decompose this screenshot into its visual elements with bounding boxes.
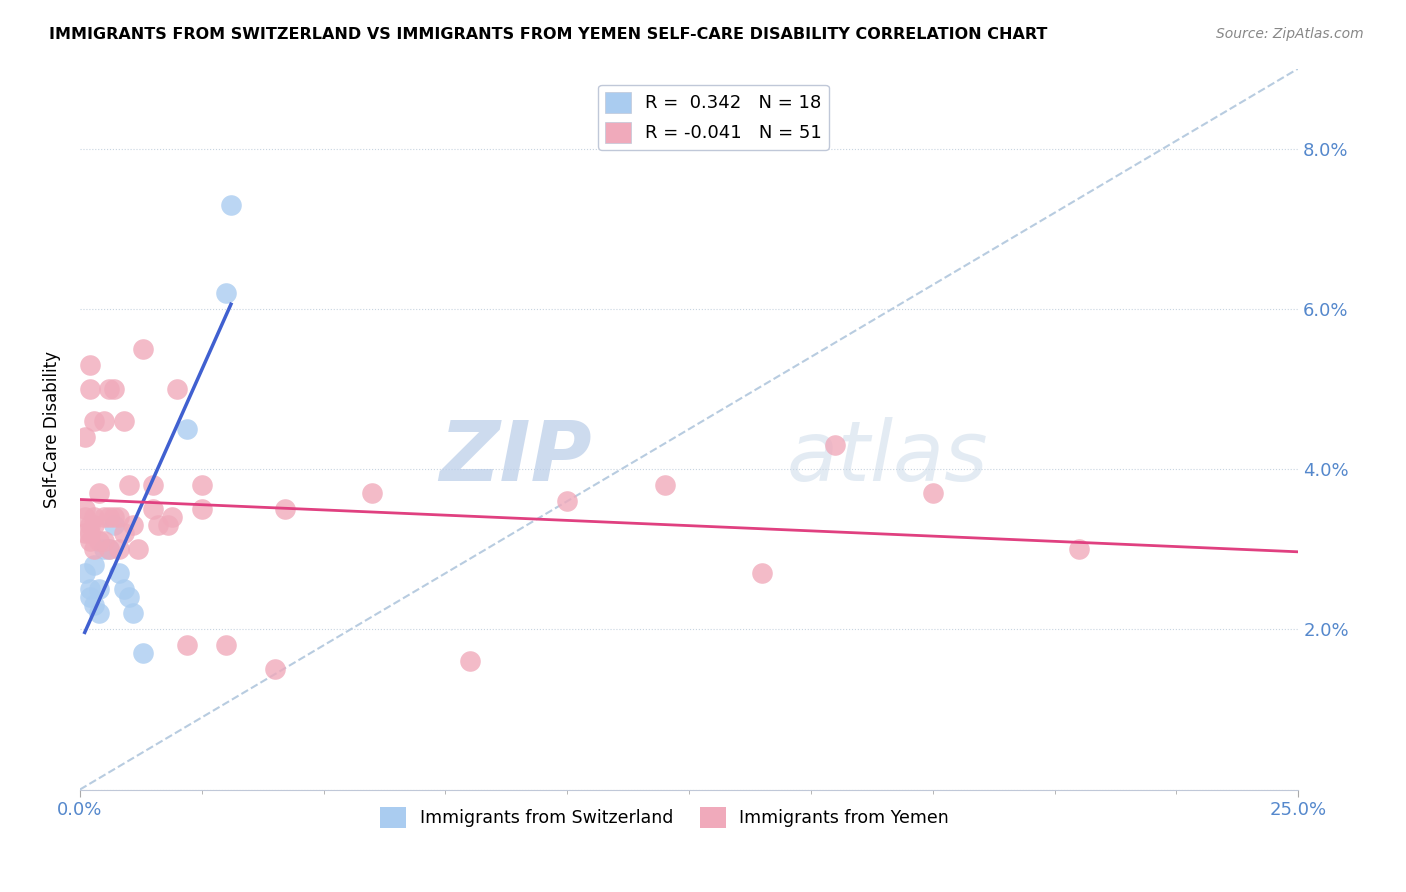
Point (122, 607, 145, 621)
Y-axis label: Self-Care Disability: Self-Care Disability (44, 351, 60, 508)
Point (79, 582, 101, 597)
Point (93, 542, 115, 557)
Point (142, 478, 165, 492)
Point (112, 414, 135, 428)
Point (108, 566, 131, 581)
Point (98, 542, 121, 557)
Point (654, 478, 676, 492)
Point (142, 502, 165, 516)
Point (79, 382, 101, 396)
Point (112, 526, 135, 541)
Point (103, 518, 125, 533)
Point (112, 582, 135, 597)
Point (921, 486, 943, 500)
Point (83, 510, 105, 524)
Point (117, 478, 139, 492)
Point (89, 534, 111, 549)
Point (156, 518, 179, 533)
Point (73, 502, 96, 516)
Text: ZIP: ZIP (439, 417, 592, 499)
Point (79, 526, 101, 541)
Point (73, 566, 96, 581)
Point (555, 494, 578, 508)
Point (458, 654, 481, 668)
Point (751, 566, 773, 581)
Point (73, 430, 96, 444)
Point (93, 414, 115, 428)
Point (79, 518, 101, 533)
Point (83, 414, 105, 428)
Text: IMMIGRANTS FROM SWITZERLAND VS IMMIGRANTS FROM YEMEN SELF-CARE DISABILITY CORREL: IMMIGRANTS FROM SWITZERLAND VS IMMIGRANT… (49, 27, 1047, 42)
Point (93, 534, 115, 549)
Point (162, 510, 184, 524)
Point (108, 542, 131, 557)
Point (98, 542, 121, 557)
Point (176, 638, 198, 652)
Point (73, 526, 96, 541)
Point (79, 591, 101, 605)
Point (166, 382, 188, 396)
Point (93, 510, 115, 524)
Text: Source: ZipAtlas.com: Source: ZipAtlas.com (1216, 27, 1364, 41)
Point (83, 599, 105, 613)
Point (83, 542, 105, 557)
Point (215, 285, 238, 300)
Point (83, 558, 105, 573)
Point (146, 518, 169, 533)
Point (89, 486, 111, 500)
Point (117, 591, 139, 605)
Point (176, 422, 198, 436)
Point (219, 198, 242, 212)
Point (361, 486, 384, 500)
Text: atlas: atlas (786, 417, 988, 499)
Point (273, 502, 295, 516)
Point (132, 342, 155, 356)
Point (215, 638, 238, 652)
Point (98, 510, 121, 524)
Point (83, 518, 105, 533)
Point (127, 542, 149, 557)
Point (122, 518, 145, 533)
Point (108, 510, 131, 524)
Point (263, 662, 285, 676)
Point (98, 382, 121, 396)
Legend: Immigrants from Switzerland, Immigrants from Yemen: Immigrants from Switzerland, Immigrants … (373, 800, 956, 835)
Point (79, 358, 101, 372)
Point (190, 478, 212, 492)
Point (103, 382, 125, 396)
Point (132, 646, 155, 660)
Point (79, 534, 101, 549)
Point (89, 582, 111, 597)
Point (89, 607, 111, 621)
Point (824, 438, 846, 452)
Point (190, 502, 212, 516)
Point (1067, 542, 1090, 557)
Point (103, 510, 125, 524)
Point (73, 510, 96, 524)
